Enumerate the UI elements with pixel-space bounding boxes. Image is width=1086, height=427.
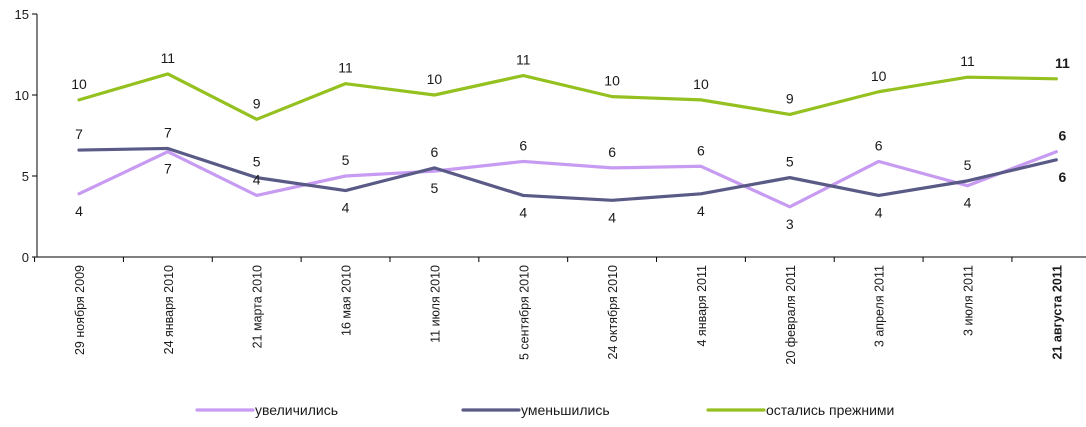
x-tick-label: 11 июля 2010 xyxy=(428,265,442,343)
data-label-1: 6 xyxy=(608,144,616,160)
data-label-2: 4 xyxy=(697,203,705,219)
data-label-2: 5 xyxy=(964,157,972,173)
data-label-1: 6 xyxy=(1058,128,1066,144)
y-tick-label: 10 xyxy=(15,88,29,103)
data-label-1: 5 xyxy=(342,152,350,168)
data-label-2: 5 xyxy=(786,154,794,170)
data-label-3: 11 xyxy=(338,60,353,76)
series-line-3 xyxy=(77,72,1058,121)
data-label-2: 7 xyxy=(164,124,172,140)
y-tick-label: 5 xyxy=(22,169,29,184)
data-label-1: 5 xyxy=(431,180,439,196)
x-tick-label: 3 апреля 2011 xyxy=(873,265,887,347)
data-label-2: 7 xyxy=(75,126,83,142)
x-tick-label: 20 февраля 2011 xyxy=(784,265,798,365)
data-label-2: 4 xyxy=(608,209,616,225)
data-label-1: 7 xyxy=(164,161,172,177)
data-label-3: 11 xyxy=(161,50,176,66)
data-label-1: 4 xyxy=(964,195,972,211)
data-label-3: 10 xyxy=(871,68,887,84)
data-label-2: 6 xyxy=(431,144,439,160)
data-label-2: 4 xyxy=(875,204,883,220)
x-tick-label: 16 мая 2010 xyxy=(340,265,354,336)
x-tick-label: 24 октября 2010 xyxy=(606,265,620,360)
x-tick-label: 4 января 2011 xyxy=(695,265,709,347)
y-tick-label: 15 xyxy=(15,7,29,22)
data-label-3: 10 xyxy=(604,73,620,89)
data-label-3: 11 xyxy=(960,53,975,69)
data-label-1: 4 xyxy=(253,171,261,187)
data-label-2: 6 xyxy=(1058,169,1066,185)
data-label-2: 4 xyxy=(519,204,527,220)
data-label-1: 6 xyxy=(875,137,883,153)
data-label-3: 11 xyxy=(516,52,531,68)
data-label-1: 3 xyxy=(786,216,794,232)
series-line-2 xyxy=(77,146,1058,202)
x-tick-label: 29 ноября 2009 xyxy=(73,265,87,355)
legend-label-1: увеличились xyxy=(255,402,338,418)
legend-label-2: уменьшились xyxy=(521,402,610,418)
y-tick-label: 0 xyxy=(22,250,29,265)
data-label-3: 10 xyxy=(427,71,443,87)
data-label-2: 5 xyxy=(253,154,261,170)
data-label-3: 10 xyxy=(71,76,87,92)
data-label-3: 10 xyxy=(693,76,709,92)
data-label-2: 4 xyxy=(342,200,350,216)
x-tick-label: 5 сентября 2010 xyxy=(517,265,531,360)
data-label-1: 6 xyxy=(697,142,705,158)
series-line-1 xyxy=(77,150,1058,209)
x-tick-label: 24 января 2010 xyxy=(162,265,176,354)
x-tick-label: 21 марта 2010 xyxy=(251,265,265,348)
data-label-1: 4 xyxy=(75,203,83,219)
legend-label-3: остались прежними xyxy=(766,402,894,418)
x-tick-label: 21 августа 2011 xyxy=(1050,265,1064,360)
data-label-3: 11 xyxy=(1055,55,1070,71)
x-tick-label: 3 июля 2011 xyxy=(962,265,976,336)
data-label-1: 6 xyxy=(519,137,527,153)
data-label-3: 9 xyxy=(786,90,794,106)
data-label-3: 9 xyxy=(253,95,261,111)
